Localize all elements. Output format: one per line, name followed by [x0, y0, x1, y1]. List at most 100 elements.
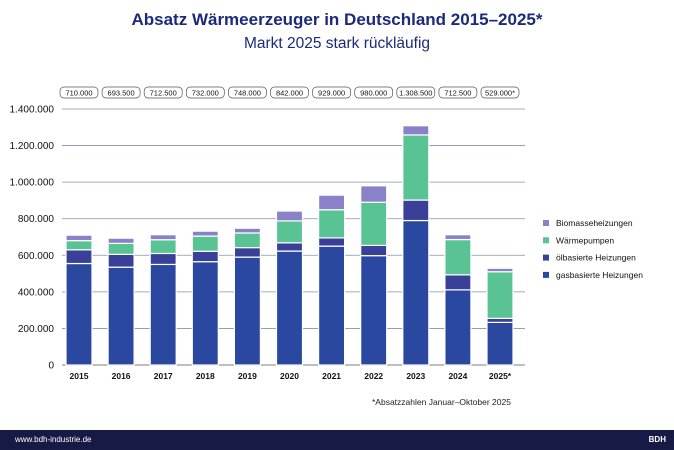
bar-segment-gasbasierte-heizungen [149, 263, 177, 366]
bar-segment-gasbasierte-heizungen [360, 255, 388, 366]
x-tick-label: 2018 [196, 371, 215, 381]
brand-logo: BDH [648, 435, 666, 444]
total-label: 748.000 [234, 89, 261, 98]
total-label: 980.000 [360, 89, 387, 98]
bar-segment-biomasseheizungen [107, 237, 135, 244]
bar-segment-ölbasierte-heizungen [318, 237, 346, 247]
bar-segment-gasbasierte-heizungen [107, 266, 135, 366]
total-label: 1.308.500 [399, 89, 432, 98]
bar-segment-ölbasierte-heizungen [402, 199, 430, 222]
bar-segment-ölbasierte-heizungen [191, 250, 219, 263]
bar-segment-ölbasierte-heizungen [360, 244, 388, 257]
bar-segment-biomasseheizungen [275, 210, 304, 222]
bar-segment-wärmepumpen [233, 232, 261, 249]
total-label-box [396, 86, 436, 99]
bar-segment-wärmepumpen [149, 239, 177, 255]
bar-segment-wärmepumpen [318, 209, 346, 239]
bar-segment-wärmepumpen [402, 134, 430, 201]
bar-segment-biomasseheizungen [65, 234, 93, 242]
bar-segment-biomasseheizungen [233, 227, 261, 234]
bar-segment-gasbasierte-heizungen [486, 321, 514, 366]
bar-segment-biomasseheizungen [191, 230, 219, 237]
total-label: 732.000 [192, 89, 219, 98]
bar-segment-biomasseheizungen [402, 125, 430, 136]
bar-segment-gasbasierte-heizungen [275, 250, 304, 366]
y-tick-label: 1.200.000 [10, 141, 55, 152]
bar-segment-biomasseheizungen [360, 185, 388, 203]
legend-label: gasbasierte Heizungen [556, 270, 643, 280]
bar-segment-wärmepumpen [107, 242, 135, 255]
bar-segment-biomasseheizungen [318, 194, 346, 211]
website-link[interactable]: www.bdh-industrie.de [15, 435, 92, 444]
total-label-box [228, 86, 267, 99]
bar-segment-ölbasierte-heizungen [275, 242, 304, 252]
bar-segment-gasbasierte-heizungen [444, 289, 472, 366]
bar-segment-wärmepumpen [275, 220, 304, 244]
total-label: 712.500 [150, 89, 177, 98]
total-label: 712.500 [444, 89, 471, 98]
bar-segment-wärmepumpen [360, 201, 388, 247]
total-label-box [480, 86, 520, 99]
x-tick-label: 2025* [489, 371, 512, 381]
x-tick-label: 2021 [322, 371, 341, 381]
bar-segment-ölbasierte-heizungen [107, 253, 135, 268]
total-label-box [438, 86, 478, 99]
y-tick-label: 200.000 [18, 324, 55, 335]
total-label: 529.000* [485, 89, 515, 98]
legend-marker [543, 271, 549, 278]
y-tick-label: 400.000 [18, 287, 55, 298]
y-tick-label: 0 [48, 361, 54, 372]
x-tick-label: 2020 [280, 371, 299, 381]
bar-segment-biomasseheizungen [149, 234, 177, 241]
x-tick-label: 2019 [238, 371, 257, 381]
y-tick-label: 1.000.000 [10, 178, 55, 189]
bar-segment-gasbasierte-heizungen [318, 245, 346, 366]
total-label-box [101, 86, 141, 99]
bar-segment-ölbasierte-heizungen [149, 252, 177, 266]
total-label-box [354, 86, 394, 99]
legend-marker [543, 220, 549, 226]
x-tick-label: 2024 [448, 371, 467, 381]
bar-segment-wärmepumpen [191, 235, 219, 252]
bar-segment-wärmepumpen [444, 238, 472, 276]
total-label: 710.000 [65, 89, 92, 98]
total-label: 842.000 [276, 89, 303, 98]
bar-segment-ölbasierte-heizungen [486, 317, 514, 323]
legend-label: Biomasseheizungen [556, 218, 633, 228]
legend-label: Wärmepumpen [556, 235, 614, 245]
footer-bar: www.bdh-industrie.de BDH [0, 430, 674, 450]
bar-segment-ölbasierte-heizungen [65, 249, 93, 265]
chart-title: Absatz Wärmeerzeuger in Deutschland 2015… [131, 10, 543, 29]
bar-segment-gasbasierte-heizungen [402, 219, 430, 366]
bar-segment-ölbasierte-heizungen [444, 274, 472, 291]
chart-subtitle: Markt 2025 stark rückläufig [243, 35, 431, 52]
total-label-box [185, 86, 225, 99]
total-label: 929.000 [318, 89, 345, 98]
y-tick-label: 1.400.000 [10, 105, 55, 116]
legend-marker [543, 237, 549, 244]
x-tick-label: 2016 [112, 371, 131, 381]
bar-segment-gasbasierte-heizungen [191, 261, 219, 366]
bar-segment-gasbasierte-heizungen [65, 262, 93, 366]
x-tick-label: 2017 [154, 371, 173, 381]
x-tick-label: 2015 [70, 371, 89, 381]
y-tick-label: 600.000 [18, 251, 55, 262]
footnote: *Absatzzahlen Januar–Oktober 2025 [372, 397, 511, 407]
stacked-bar-chart: 0 200.000 400.000 600.000 800.000 1.000.000 1.… [10, 86, 643, 381]
x-tick-label: 2022 [364, 371, 383, 381]
bar-segment-wärmepumpen [65, 240, 93, 251]
bar-segment-wärmepumpen [486, 271, 514, 319]
bar-segment-biomasseheizungen [486, 267, 514, 273]
total-label-box [143, 86, 183, 99]
y-tick-label: 800.000 [18, 214, 55, 225]
total-label: 693.500 [108, 89, 135, 98]
legend-label: ölbasierte Heizungen [556, 253, 636, 263]
total-label-box [270, 86, 309, 99]
total-label-box [312, 86, 351, 99]
bar-segment-ölbasierte-heizungen [233, 247, 261, 258]
total-label-box [59, 86, 99, 99]
legend-marker [543, 254, 549, 261]
bar-segment-biomasseheizungen [444, 234, 472, 241]
bar-segment-gasbasierte-heizungen [233, 256, 261, 366]
x-tick-label: 2023 [406, 371, 425, 381]
